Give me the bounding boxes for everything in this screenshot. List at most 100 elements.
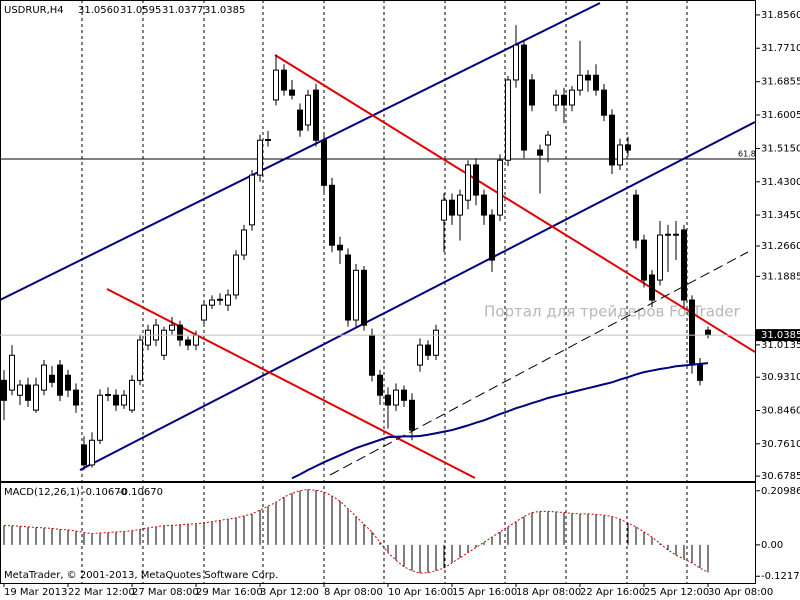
candle-body [33, 384, 39, 411]
moving-average [291, 362, 709, 480]
header-high: 31.0595 [120, 5, 161, 16]
watermark: Портал для трейдеров ForTrader [484, 303, 741, 321]
candle-body [681, 229, 687, 301]
candle-body [49, 374, 55, 383]
candle-body [313, 89, 319, 141]
macd-signal [3, 488, 709, 574]
y-tick-label: 31.7710 [761, 43, 800, 54]
candle-body [649, 274, 655, 301]
candle-body [249, 174, 255, 226]
candle-body [361, 269, 367, 326]
candle-body [417, 344, 423, 366]
macd-readout: -0.10670 [82, 487, 127, 498]
y-tick-label: 31.6005 [761, 110, 800, 121]
candle-body [41, 364, 47, 391]
symbol: USDRUR,H4 [4, 5, 64, 16]
candle-body [129, 379, 135, 411]
candle-body [505, 79, 511, 161]
candle-body [641, 239, 647, 281]
candle-body [545, 134, 551, 146]
candle-body [569, 89, 575, 106]
candle-body [17, 384, 23, 396]
candle-body [217, 298, 223, 301]
candle-body [337, 244, 343, 251]
candle-body [433, 329, 439, 356]
x-tick-label: 3 Apr 12:00 [260, 587, 319, 598]
candle-body [177, 324, 183, 341]
candle-body [409, 399, 415, 431]
candle-body [89, 439, 95, 466]
candle-body [233, 254, 239, 296]
x-tick-label: 22 Mar 12:00 [68, 587, 135, 598]
candle-body [289, 89, 295, 96]
candle-body [345, 254, 351, 321]
candle-body [473, 164, 479, 196]
candle-body [81, 444, 87, 466]
header-low: 31.0377 [162, 5, 203, 16]
macd-pane-frame [0, 482, 756, 584]
x-tick-label: 18 Apr 08:00 [516, 587, 581, 598]
x-tick-label: 30 Apr 08:00 [708, 587, 773, 598]
candle-body [241, 229, 247, 256]
candle-body [137, 339, 143, 381]
candle-body [1, 379, 7, 401]
candle-body [553, 94, 559, 106]
candle-body [329, 184, 335, 246]
last-price-box [756, 329, 800, 342]
x-tick-label: 27 Mar 08:00 [132, 587, 199, 598]
macd-y-tick-label: 0.20986 [761, 486, 800, 497]
candle-body [265, 138, 271, 141]
candle-body [153, 324, 159, 341]
candle-body [209, 299, 215, 306]
candle-body [633, 194, 639, 241]
candle-body [529, 79, 535, 106]
y-tick-label: 30.7610 [761, 439, 800, 450]
header-close: 31.0385 [204, 5, 245, 16]
x-tick-label: 25 Apr 12:00 [644, 587, 709, 598]
candle-body [353, 269, 359, 321]
candle-body [161, 329, 167, 356]
candle-body [441, 199, 447, 221]
candle-body [65, 374, 71, 391]
candle-body [625, 144, 631, 151]
price-pane-frame [0, 0, 756, 482]
candle-body [57, 364, 63, 396]
channel-upper [0, 2, 601, 301]
candle-body [665, 233, 671, 236]
y-tick-label: 31.6855 [761, 77, 800, 88]
candle-body [305, 94, 311, 126]
candle-body [105, 393, 111, 396]
y-tick-label: 31.8560 [761, 10, 800, 21]
candle-body [513, 44, 519, 81]
y-tick-label: 31.1885 [761, 271, 800, 282]
macd-y-tick-label: 0.00 [761, 540, 783, 551]
candle-body [121, 394, 127, 406]
y-tick-label: 30.9310 [761, 372, 800, 383]
candle-body [585, 74, 591, 81]
trend-red-upper [274, 54, 755, 353]
y-tick-label: 31.2660 [761, 241, 800, 252]
candle-body [601, 89, 607, 116]
candle-body [657, 234, 663, 281]
x-tick-label: 10 Apr 16:00 [388, 587, 453, 598]
candle-body [193, 334, 199, 346]
x-tick-label: 22 Apr 16:00 [580, 587, 645, 598]
y-tick-label: 31.5150 [761, 143, 800, 154]
candle-body [577, 74, 583, 91]
trend-red-lower [106, 288, 476, 479]
candle-body [617, 144, 623, 166]
candle-body [145, 329, 151, 346]
candle-body [689, 299, 695, 366]
fibo-label: 61.8 [738, 150, 756, 159]
channel-lower [79, 121, 755, 471]
last-price-label: 31.0385 [761, 330, 800, 341]
x-tick-label: 8 Apr 08:00 [324, 587, 383, 598]
candle-body [705, 329, 711, 336]
dashed-line [329, 251, 749, 476]
candle-body [449, 199, 455, 216]
candle-body [561, 94, 567, 106]
candle-body [521, 44, 527, 151]
y-tick-label: 31.3450 [761, 210, 800, 221]
candle-body [169, 324, 175, 331]
